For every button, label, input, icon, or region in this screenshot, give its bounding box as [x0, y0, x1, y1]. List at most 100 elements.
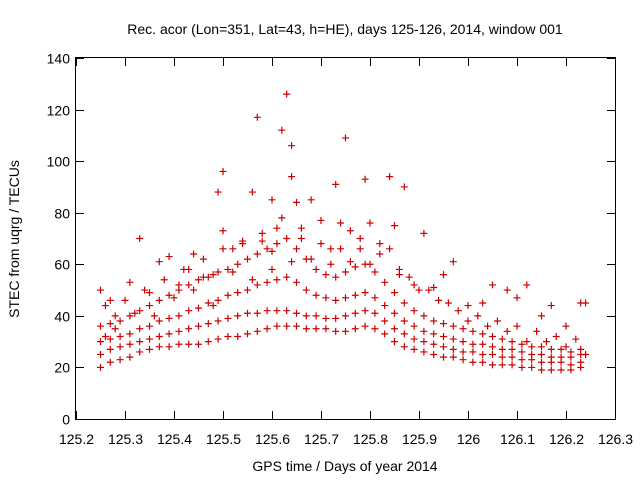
data-point [371, 309, 379, 317]
data-point [165, 291, 173, 299]
data-point [430, 340, 438, 348]
data-point [185, 265, 193, 273]
data-point [97, 338, 104, 346]
data-point [131, 309, 139, 317]
data-point [474, 312, 482, 320]
data-point [498, 361, 506, 369]
data-point [400, 299, 408, 307]
data-point [361, 175, 369, 183]
data-point [572, 335, 580, 343]
data-point [528, 351, 536, 359]
data-point [386, 245, 394, 253]
data-point [195, 276, 202, 284]
data-point [234, 260, 242, 268]
data-point [449, 322, 457, 330]
data-point [489, 281, 496, 289]
data-point [498, 353, 506, 361]
data-point [101, 302, 109, 310]
data-point [479, 351, 487, 359]
data-point [356, 235, 364, 242]
data-point [263, 325, 271, 333]
data-point [435, 296, 443, 304]
x-tick-label: 125.3 [108, 431, 143, 447]
data-point [489, 332, 496, 340]
data-point [361, 322, 369, 330]
data-point [523, 281, 531, 289]
data-point [547, 366, 555, 374]
data-point [391, 222, 398, 230]
data-point [508, 353, 516, 361]
data-point [146, 302, 153, 310]
data-point [327, 260, 335, 268]
data-point [538, 358, 545, 366]
data-point [410, 345, 418, 353]
data-point [97, 322, 104, 330]
data-point [126, 330, 134, 338]
data-point [479, 299, 487, 307]
data-point [538, 312, 545, 320]
data-point [219, 167, 227, 175]
data-point [327, 245, 335, 253]
data-point [528, 363, 536, 371]
data-point [214, 188, 222, 196]
data-point [312, 325, 320, 333]
data-point [293, 278, 300, 286]
data-point [391, 309, 398, 317]
data-point [508, 361, 516, 369]
data-point [136, 348, 144, 356]
data-point [342, 327, 349, 335]
data-point [170, 294, 178, 302]
data-point [381, 278, 389, 286]
data-point [106, 335, 114, 343]
data-point [356, 245, 364, 253]
data-point [391, 338, 398, 346]
data-point [155, 258, 163, 266]
data-point [562, 322, 570, 330]
data-point [400, 330, 408, 338]
data-point [214, 268, 222, 276]
data-point [332, 314, 340, 322]
data-point [361, 307, 369, 315]
data-point [322, 314, 330, 322]
data-point [440, 320, 447, 328]
plot-frame [75, 57, 616, 420]
data-point [366, 219, 374, 227]
data-point [146, 322, 153, 330]
data-point [582, 299, 590, 307]
data-point [518, 348, 526, 356]
data-point [224, 332, 232, 340]
chart-title: Rec. acor (Lon=351, Lat=43, h=HE), days … [127, 21, 563, 37]
data-point [175, 312, 183, 320]
x-tick-label: 126.3 [598, 431, 633, 447]
data-point [219, 245, 227, 253]
data-point [523, 338, 531, 346]
data-point [479, 330, 487, 338]
x-tick-label: 126.1 [500, 431, 535, 447]
data-point [449, 345, 457, 353]
data-point [204, 320, 212, 328]
data-point [386, 173, 394, 181]
data-point [391, 325, 398, 333]
data-point [185, 307, 193, 315]
data-point [430, 283, 438, 291]
data-point [371, 325, 379, 333]
data-point [410, 322, 418, 330]
data-point [518, 356, 526, 364]
data-point [268, 265, 276, 273]
data-point [469, 348, 477, 356]
data-point [552, 332, 560, 340]
data-point [567, 348, 575, 356]
data-point [567, 361, 575, 369]
data-point [366, 260, 374, 268]
data-point [116, 356, 124, 364]
data-point [489, 351, 496, 359]
data-point [332, 296, 340, 304]
data-point [361, 289, 369, 297]
data-point [400, 317, 408, 325]
data-point [410, 335, 418, 343]
data-point [337, 219, 345, 227]
data-point [302, 312, 310, 320]
data-point [248, 188, 256, 196]
data-point [395, 265, 403, 273]
data-point [440, 271, 447, 279]
